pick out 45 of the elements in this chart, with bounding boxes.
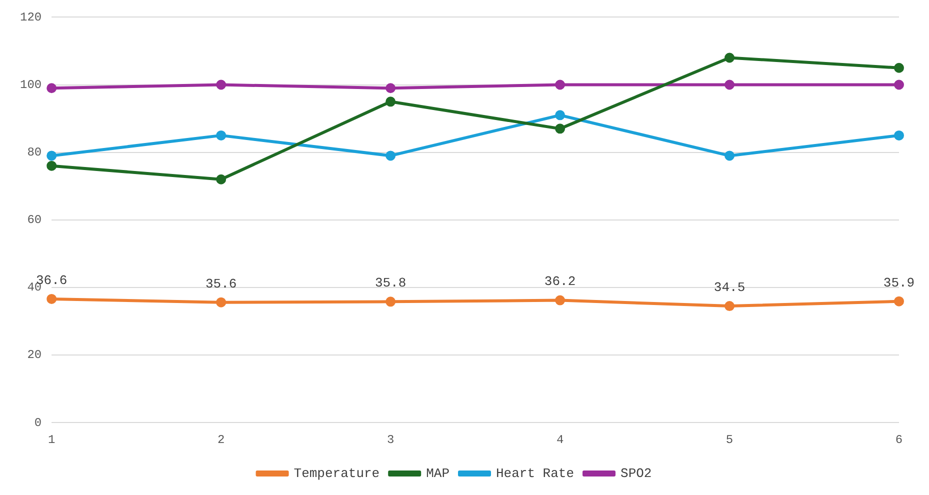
legend-label: SPO2	[620, 466, 652, 481]
x-tick-label: 5	[726, 432, 734, 447]
point	[46, 83, 57, 94]
y-tick-label: 80	[27, 146, 42, 160]
point	[216, 130, 226, 140]
point	[555, 124, 566, 134]
legend-label: Heart Rate	[496, 466, 574, 481]
point	[555, 110, 566, 120]
legend-label: Temperature	[294, 466, 380, 481]
x-tick-label: 6	[895, 432, 903, 447]
point	[46, 150, 57, 161]
point	[46, 294, 57, 304]
y-tick-label: 20	[27, 348, 42, 362]
y-tick-label: 0	[34, 416, 42, 430]
point	[894, 80, 904, 90]
y-tick-label: 100	[20, 78, 42, 92]
point	[894, 130, 904, 140]
data-label: 34.5	[714, 280, 746, 295]
x-tick-label: 1	[48, 432, 56, 447]
point	[386, 83, 396, 94]
point	[46, 160, 57, 171]
point	[386, 150, 396, 161]
x-tick-label: 2	[217, 432, 225, 447]
point	[386, 296, 396, 307]
point	[555, 80, 566, 90]
point	[894, 62, 904, 73]
y-tick-label: 60	[27, 213, 42, 228]
point	[724, 80, 735, 90]
point	[216, 297, 226, 308]
data-label: 35.6	[205, 276, 237, 292]
x-tick-label: 3	[386, 432, 394, 447]
point	[724, 52, 735, 63]
point	[724, 301, 735, 312]
legend-label: MAP	[426, 466, 450, 481]
y-tick-label: 120	[20, 10, 42, 24]
data-label: 35.9	[883, 275, 915, 290]
data-label: 36.2	[544, 274, 576, 290]
point	[386, 96, 396, 107]
point	[216, 80, 226, 90]
point	[216, 174, 226, 184]
x-tick-label: 4	[556, 432, 564, 447]
point	[555, 295, 566, 306]
point	[894, 296, 904, 306]
point	[724, 150, 735, 161]
data-label: 35.8	[374, 276, 406, 291]
